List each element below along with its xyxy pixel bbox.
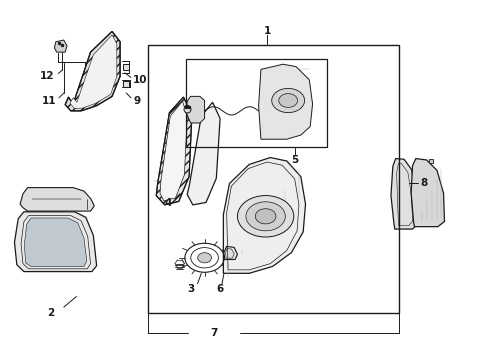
Polygon shape [410, 158, 444, 227]
Text: 5: 5 [291, 155, 298, 165]
Circle shape [245, 202, 285, 231]
Text: 12: 12 [40, 71, 55, 81]
Polygon shape [223, 158, 305, 273]
Polygon shape [15, 212, 97, 271]
Polygon shape [54, 40, 67, 52]
Text: 11: 11 [41, 96, 56, 106]
Circle shape [278, 94, 297, 107]
Text: 7: 7 [210, 328, 217, 338]
Text: 10: 10 [133, 75, 147, 85]
Text: 1: 1 [263, 26, 270, 36]
Polygon shape [186, 96, 204, 123]
Text: 2: 2 [47, 308, 55, 318]
Polygon shape [20, 188, 94, 211]
Polygon shape [390, 158, 416, 229]
Polygon shape [24, 218, 86, 266]
Polygon shape [224, 246, 237, 260]
Text: 3: 3 [186, 284, 194, 294]
Circle shape [237, 195, 293, 237]
Polygon shape [258, 64, 312, 139]
Bar [148, 45, 399, 313]
Polygon shape [187, 102, 220, 205]
Polygon shape [160, 101, 187, 201]
Polygon shape [70, 35, 117, 108]
Text: 9: 9 [134, 96, 141, 106]
Circle shape [271, 89, 304, 113]
Circle shape [255, 209, 275, 224]
Text: 4: 4 [164, 198, 172, 208]
Text: 6: 6 [216, 284, 223, 294]
Polygon shape [65, 31, 120, 111]
Circle shape [197, 253, 211, 263]
Bar [185, 59, 326, 147]
Text: 8: 8 [419, 179, 427, 188]
Polygon shape [156, 97, 191, 205]
